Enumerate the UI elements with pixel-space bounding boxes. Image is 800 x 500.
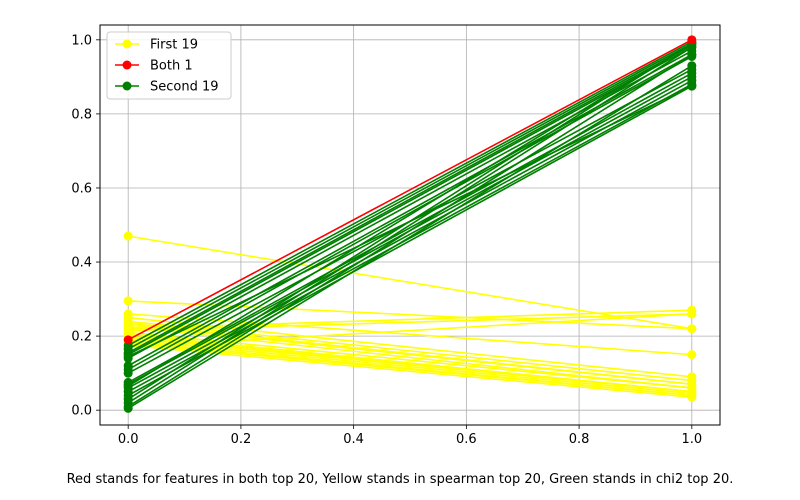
series-line: [127, 46, 693, 356]
data-point: [687, 392, 697, 402]
series-line: [127, 85, 693, 358]
x-tick-label: 0.4: [343, 432, 364, 447]
series-line: [127, 53, 693, 408]
series-line: [128, 300, 692, 330]
legend: First 19 Both 1 Second 19: [106, 31, 232, 100]
series-line: [128, 313, 692, 332]
legend-marker: [122, 60, 132, 70]
data-point: [123, 335, 133, 345]
data-point: [687, 35, 697, 45]
y-tick-label: 0.8: [71, 107, 92, 122]
series-line: [128, 309, 692, 330]
series-line: [128, 344, 692, 399]
data-point: [687, 324, 697, 334]
data-point: [687, 350, 697, 360]
series-first-19: [123, 231, 697, 402]
legend-marker: [122, 39, 132, 49]
x-tick-label: 0.6: [456, 432, 477, 447]
data-point: [123, 296, 133, 306]
series-line: [127, 72, 693, 384]
series-line: [127, 42, 693, 387]
data-point: [687, 50, 697, 60]
series-line: [127, 39, 693, 341]
series-line: [127, 65, 693, 410]
legend-label: Second 19: [150, 80, 219, 95]
data-point: [687, 309, 697, 319]
data-point: [687, 81, 697, 91]
data-point: [687, 61, 697, 71]
data-point: [123, 381, 133, 391]
plot-frame: [99, 24, 721, 426]
y-tick-label: 1.0: [71, 33, 92, 48]
data-point: [123, 351, 133, 361]
x-tick-label: 0.0: [118, 432, 139, 447]
y-tick-label: 0.2: [71, 330, 92, 345]
legend-label: First 19: [150, 38, 198, 53]
series-line: [127, 55, 693, 371]
x-tick-label: 0.8: [569, 432, 590, 447]
axis-ticks: 0.0 0.2 0.4 0.6 0.8 1.0 0.0 0.2 0.4 0.6 0.8 1.0: [71, 33, 702, 447]
series-line: [128, 313, 692, 356]
legend-box: [106, 31, 232, 100]
series-line: [127, 46, 693, 404]
data-point: [123, 368, 133, 378]
series-both-1: [123, 35, 697, 345]
series-line: [127, 42, 693, 350]
data-point: [123, 403, 133, 413]
legend-label: Both 1: [150, 59, 193, 74]
series-line: [127, 40, 693, 347]
x-tick-label: 1.0: [681, 432, 702, 447]
series-line: [128, 324, 692, 386]
y-tick-label: 0.4: [71, 256, 92, 271]
y-tick-label: 0.0: [71, 404, 92, 419]
series-line: [128, 331, 692, 389]
data-point: [123, 231, 133, 241]
series-line: [128, 313, 692, 349]
chart-caption: Red stands for features in both top 20, …: [66, 472, 734, 487]
series-line: [127, 44, 693, 354]
series-second-19: [123, 37, 697, 413]
legend-marker: [122, 81, 132, 91]
y-tick-label: 0.6: [71, 181, 92, 196]
x-tick-label: 0.2: [231, 432, 252, 447]
